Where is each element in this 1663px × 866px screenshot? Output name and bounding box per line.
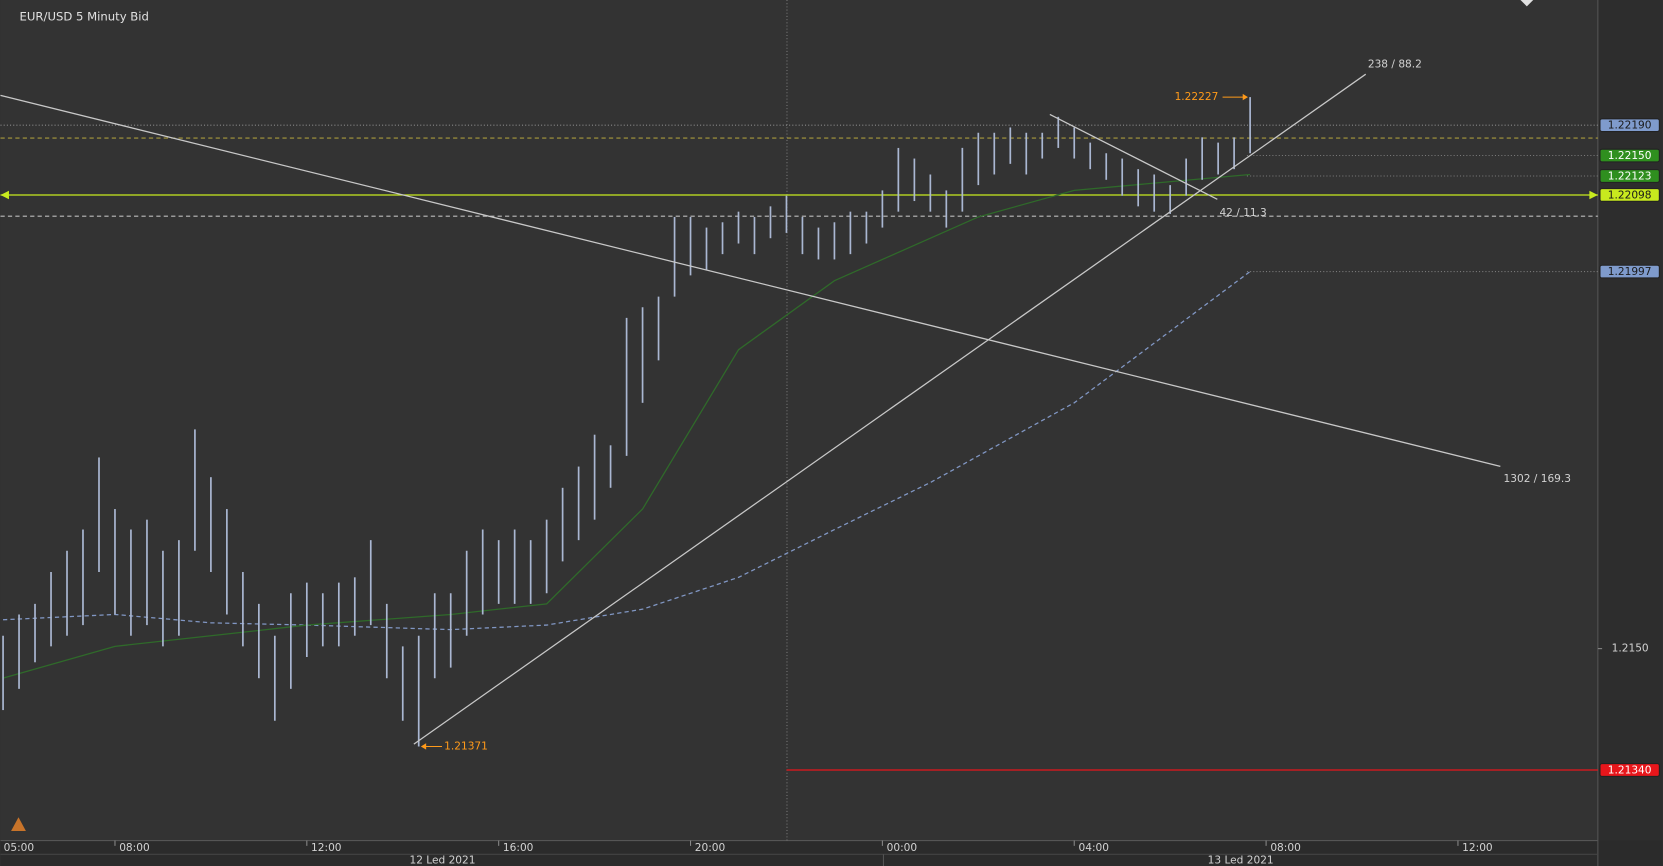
price-label: 1.21340 xyxy=(1608,765,1652,777)
trend-line[interactable] xyxy=(413,73,1367,745)
date-label: 13 Led 2021 xyxy=(1208,855,1274,866)
y-tick-label: 1.2150 xyxy=(1612,643,1649,655)
x-tick-label: 16:00 xyxy=(503,842,534,854)
x-tick-label: 00:00 xyxy=(887,842,918,854)
price-label: 1.22150 xyxy=(1608,150,1652,162)
annotation-head xyxy=(420,743,427,750)
x-tick-label: 20:00 xyxy=(695,842,726,854)
x-tick-label: 08:00 xyxy=(1270,842,1301,854)
annotation-head xyxy=(1242,93,1249,101)
level-arrow xyxy=(0,190,9,200)
level-arrow xyxy=(1589,190,1598,200)
x-tick-label: 12:00 xyxy=(311,842,342,854)
x-tick-label: 04:00 xyxy=(1078,842,1109,854)
price-axis-panel xyxy=(1597,0,1663,866)
price-label-box xyxy=(1599,188,1660,202)
menu-icon[interactable] xyxy=(1520,0,1534,7)
price-label: 1.22190 xyxy=(1608,120,1652,132)
price-label-box xyxy=(1599,169,1660,183)
x-tick-label: 12:00 xyxy=(1462,842,1493,854)
price-label: 1.21997 xyxy=(1608,266,1652,278)
indicator-line xyxy=(2,173,1251,679)
drawing-label: 1302 / 169.3 xyxy=(1504,473,1571,485)
price-label: 1.22123 xyxy=(1608,171,1652,183)
price-label-box xyxy=(1599,264,1660,279)
warning-icon[interactable] xyxy=(11,817,26,832)
annotation-label: 1.22227 xyxy=(1175,91,1219,103)
price-label-box xyxy=(1599,148,1660,163)
indicator-line xyxy=(2,271,1251,631)
trend-line[interactable] xyxy=(1049,113,1218,200)
annotation-label: 1.21371 xyxy=(444,740,488,752)
price-label-box xyxy=(1599,118,1660,133)
x-tick-label: 08:00 xyxy=(119,842,150,854)
date-label: 12 Led 2021 xyxy=(409,855,475,866)
price-label: 1.22098 xyxy=(1608,189,1652,201)
drawing-label: 238 / 88.2 xyxy=(1368,59,1422,71)
chart-title: EUR/USD 5 Minuty Bid xyxy=(20,9,149,23)
price-label-box xyxy=(1599,763,1660,777)
time-axis-panel xyxy=(0,840,1663,866)
trend-line[interactable] xyxy=(0,94,1501,468)
x-tick-label: 05:00 xyxy=(4,842,35,854)
drawing-label: 42 / 11.3 xyxy=(1219,207,1266,219)
